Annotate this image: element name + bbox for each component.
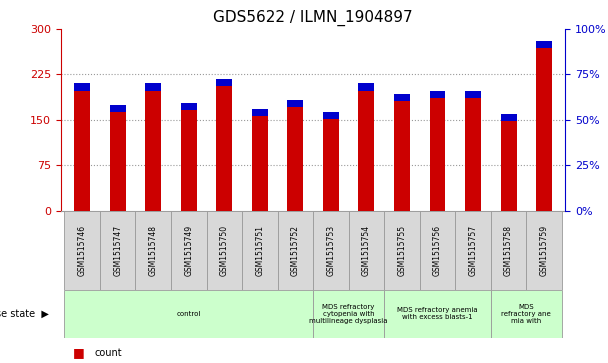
Text: GSM1515751: GSM1515751	[255, 225, 264, 276]
Text: GSM1515750: GSM1515750	[219, 225, 229, 276]
Bar	[109, 105, 126, 112]
Bar	[500, 114, 517, 211]
Bar	[278, 211, 313, 290]
Text: GSM1515749: GSM1515749	[184, 225, 193, 276]
Text: GSM1515752: GSM1515752	[291, 225, 300, 276]
Bar	[536, 41, 552, 48]
Bar	[348, 211, 384, 290]
Text: GSM1515747: GSM1515747	[113, 225, 122, 276]
Bar	[207, 211, 242, 290]
Bar	[491, 290, 562, 338]
Text: GSM1515755: GSM1515755	[398, 225, 407, 276]
Text: GSM1515746: GSM1515746	[78, 225, 86, 276]
Bar	[181, 103, 197, 110]
Bar	[384, 211, 420, 290]
Bar	[323, 112, 339, 211]
Text: ■: ■	[73, 346, 85, 359]
Bar	[359, 83, 375, 91]
Bar	[252, 109, 268, 116]
Bar	[74, 83, 90, 91]
Title: GDS5622 / ILMN_1904897: GDS5622 / ILMN_1904897	[213, 10, 413, 26]
Text: GSM1515756: GSM1515756	[433, 225, 442, 276]
Text: count: count	[94, 348, 122, 358]
Bar	[313, 211, 348, 290]
Text: MDS refractory
cytopenia with
multilineage dysplasia: MDS refractory cytopenia with multilinea…	[309, 304, 388, 324]
Bar	[288, 100, 303, 107]
Bar	[145, 83, 161, 211]
Bar	[429, 91, 446, 98]
Text: GSM1515754: GSM1515754	[362, 225, 371, 276]
Bar	[136, 211, 171, 290]
Text: GSM1515757: GSM1515757	[469, 225, 477, 276]
Bar	[64, 211, 100, 290]
Bar	[100, 211, 136, 290]
Bar	[216, 79, 232, 86]
Bar	[394, 94, 410, 101]
Text: GSM1515758: GSM1515758	[504, 225, 513, 276]
Text: GSM1515759: GSM1515759	[540, 225, 548, 276]
Bar	[394, 94, 410, 211]
Text: GSM1515748: GSM1515748	[149, 225, 157, 276]
Text: disease state  ▶: disease state ▶	[0, 309, 49, 319]
Bar	[465, 91, 481, 98]
Bar	[109, 105, 126, 211]
Bar	[455, 211, 491, 290]
Bar	[252, 109, 268, 211]
Bar	[171, 211, 207, 290]
Bar	[500, 114, 517, 121]
Bar	[288, 100, 303, 211]
Text: GSM1515753: GSM1515753	[326, 225, 336, 276]
Bar	[359, 83, 375, 211]
Text: MDS refractory anemia
with excess blasts-1: MDS refractory anemia with excess blasts…	[397, 307, 478, 321]
Bar	[465, 91, 481, 211]
Bar	[491, 211, 527, 290]
Bar	[74, 83, 90, 211]
Text: MDS
refractory ane
mia with: MDS refractory ane mia with	[502, 304, 551, 324]
Bar	[527, 211, 562, 290]
Bar	[64, 290, 313, 338]
Bar	[181, 103, 197, 211]
Bar	[384, 290, 491, 338]
Bar	[242, 211, 278, 290]
Bar	[216, 79, 232, 211]
Bar	[313, 290, 384, 338]
Bar	[429, 91, 446, 211]
Bar	[420, 211, 455, 290]
Bar	[536, 41, 552, 211]
Bar	[145, 83, 161, 91]
Bar	[323, 112, 339, 119]
Text: control: control	[176, 311, 201, 317]
